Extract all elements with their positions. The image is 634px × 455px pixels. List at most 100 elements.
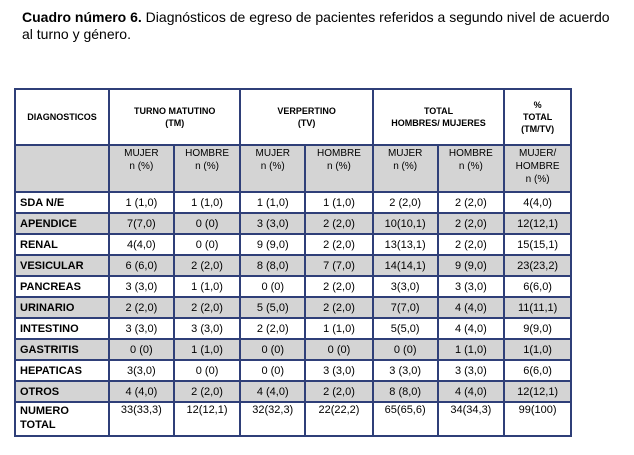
table-cell: 0 (0) <box>172 359 242 382</box>
table-cell: 2 (2,0) <box>436 233 506 256</box>
table-cell: 1 (1,0) <box>172 191 242 214</box>
table-cell: 2 (2,0) <box>304 212 374 235</box>
table-cell: 4 (4,0) <box>239 380 307 403</box>
table-row: SDA N/E 1 (1,0) 1 (1,0) 1 (1,0) 1 (1,0) … <box>14 191 572 214</box>
row-label: VESICULAR <box>14 254 110 277</box>
subheader-mujer-label: MUJER <box>124 148 159 159</box>
table-cell: 4(4,0) <box>108 233 175 256</box>
subheader-blank <box>14 144 110 193</box>
subheader-hombre-label: HOMBRE <box>317 148 361 159</box>
header-porcentaje-line1: % <box>533 100 542 110</box>
header-total-line1: TOTAL <box>423 106 454 116</box>
header-porcentaje: % TOTAL (TM/TV) <box>503 88 572 146</box>
table-cell: 3 (3,0) <box>239 212 307 235</box>
subheader-mujer-hombre-line2: HOMBRE <box>515 161 560 172</box>
header-turno-matutino: TURNO MATUTINO (TM) <box>107 88 242 146</box>
table-cell: 3(3,0) <box>371 275 439 298</box>
header-total-line2: HOMBRES/ MUJERES <box>391 118 486 128</box>
table-caption: Cuadro número 6. Diagnósticos de egreso … <box>22 9 612 43</box>
total-cell: 33(33,3) <box>108 401 175 437</box>
subheader-mujer-hombre: MUJER/HOMBRE n (%) <box>503 144 572 193</box>
total-cell: 32(32,3) <box>239 401 307 437</box>
subheader-unit-label: n (%) <box>458 161 483 172</box>
table-cell: 2 (2,0) <box>304 233 374 256</box>
table-row: GASTRITIS 0 (0) 1 (1,0) 0 (0) 0 (0) 0 (0… <box>14 338 572 361</box>
subheader-mujer-hombre-line1: MUJER/ <box>519 148 557 159</box>
header-verpertino: VERPERTINO (TV) <box>239 88 374 146</box>
subheader-tm-mujer: MUJER n (%) <box>108 144 175 193</box>
row-label: URINARIO <box>14 296 110 319</box>
table-row: HEPATICAS 3(3,0) 0 (0) 0 (0) 3 (3,0) 3 (… <box>14 359 572 382</box>
table-cell: 11(11,1) <box>503 296 572 319</box>
table-cell: 1 (1,0) <box>239 191 307 214</box>
table-row: RENAL 4(4,0) 0 (0) 9 (9,0) 2 (2,0) 13(13… <box>14 233 572 256</box>
total-cell: 22(22,2) <box>304 401 374 437</box>
table-cell: 6 (6,0) <box>108 254 175 277</box>
table-cell: 10(10,1) <box>371 212 439 235</box>
table-cell: 2 (2,0) <box>239 317 307 340</box>
table-cell: 4 (4,0) <box>436 380 506 403</box>
table-cell: 0 (0) <box>239 359 307 382</box>
total-row: NUMERO TOTAL 33(33,3) 12(12,1) 32(32,3) 2… <box>14 401 572 437</box>
header-porcentaje-line2: TOTAL <box>523 112 553 122</box>
table-cell: 1 (1,0) <box>436 338 506 361</box>
table-cell: 3(3,0) <box>108 359 175 382</box>
table-cell: 0 (0) <box>172 233 242 256</box>
total-cell: 65(65,6) <box>371 401 439 437</box>
table-cell: 8 (8,0) <box>371 380 439 403</box>
subheader-unit-label: n (%) <box>327 161 351 172</box>
table-cell: 1 (1,0) <box>108 191 175 214</box>
table-cell: 5 (5,0) <box>239 296 307 319</box>
table-cell: 3 (3,0) <box>172 317 242 340</box>
table-cell: 0 (0) <box>239 338 307 361</box>
subheader-unit-label: n (%) <box>195 161 219 172</box>
subheader-unit-label: n (%) <box>393 161 418 172</box>
table-cell: 4 (4,0) <box>436 317 506 340</box>
table-cell: 2 (2,0) <box>172 380 242 403</box>
row-label: INTESTINO <box>14 317 110 340</box>
table-cell: 3 (3,0) <box>436 359 506 382</box>
table-cell: 1(1,0) <box>503 338 572 361</box>
header-verpertino-line2: (TV) <box>297 118 316 128</box>
table-cell: 7(7,0) <box>371 296 439 319</box>
table-cell: 6(6,0) <box>503 359 572 382</box>
table-cell: 6(6,0) <box>503 275 572 298</box>
subheader-row: MUJER n (%) HOMBRE n (%) MUJER n (%) HOMBRE… <box>14 144 572 193</box>
header-diagnosticos-label: DIAGNOSTICOS <box>27 112 97 122</box>
subheader-hombre-label: HOMBRE <box>448 148 493 159</box>
row-label: RENAL <box>14 233 110 256</box>
table-cell: 12(12,1) <box>503 212 572 235</box>
table-cell: 4 (4,0) <box>108 380 175 403</box>
table-cell: 2 (2,0) <box>304 296 374 319</box>
table-cell: 4(4,0) <box>503 191 572 214</box>
subheader-tv-mujer: MUJER n (%) <box>239 144 307 193</box>
table-cell: 7(7,0) <box>108 212 175 235</box>
table-cell: 1 (1,0) <box>172 275 242 298</box>
table-cell: 0 (0) <box>172 212 242 235</box>
table-cell: 7 (7,0) <box>304 254 374 277</box>
subheader-unit-label: n (%) <box>129 161 154 172</box>
table-cell: 3 (3,0) <box>108 275 175 298</box>
table-row: INTESTINO 3 (3,0) 3 (3,0) 2 (2,0) 1 (1,0… <box>14 317 572 340</box>
table-cell: 0 (0) <box>239 275 307 298</box>
table-cell: 15(15,1) <box>503 233 572 256</box>
row-label: APENDICE <box>14 212 110 235</box>
header-porcentaje-line3: (TM/TV) <box>521 124 555 134</box>
table-cell: 13(13,1) <box>371 233 439 256</box>
total-label-line2: TOTAL <box>20 419 56 431</box>
subheader-mujer-label: MUJER <box>387 148 423 159</box>
table-cell: 14(14,1) <box>371 254 439 277</box>
subheader-tm-hombre: HOMBRE n (%) <box>172 144 242 193</box>
row-label: SDA N/E <box>14 191 110 214</box>
subheader-unit-label: n (%) <box>260 161 285 172</box>
total-row-label: NUMERO TOTAL <box>14 401 110 437</box>
table-row: URINARIO 2 (2,0) 2 (2,0) 5 (5,0) 2 (2,0)… <box>14 296 572 319</box>
table-cell: 23(23,2) <box>503 254 572 277</box>
table-cell: 2 (2,0) <box>304 380 374 403</box>
row-label: GASTRITIS <box>14 338 110 361</box>
header-turno-matutino-line2: (TM) <box>165 118 185 128</box>
header-turno-matutino-line1: TURNO MATUTINO <box>134 106 216 116</box>
table-cell: 2 (2,0) <box>436 191 506 214</box>
table-cell: 2 (2,0) <box>172 254 242 277</box>
header-verpertino-line1: VERPERTINO <box>277 106 336 116</box>
